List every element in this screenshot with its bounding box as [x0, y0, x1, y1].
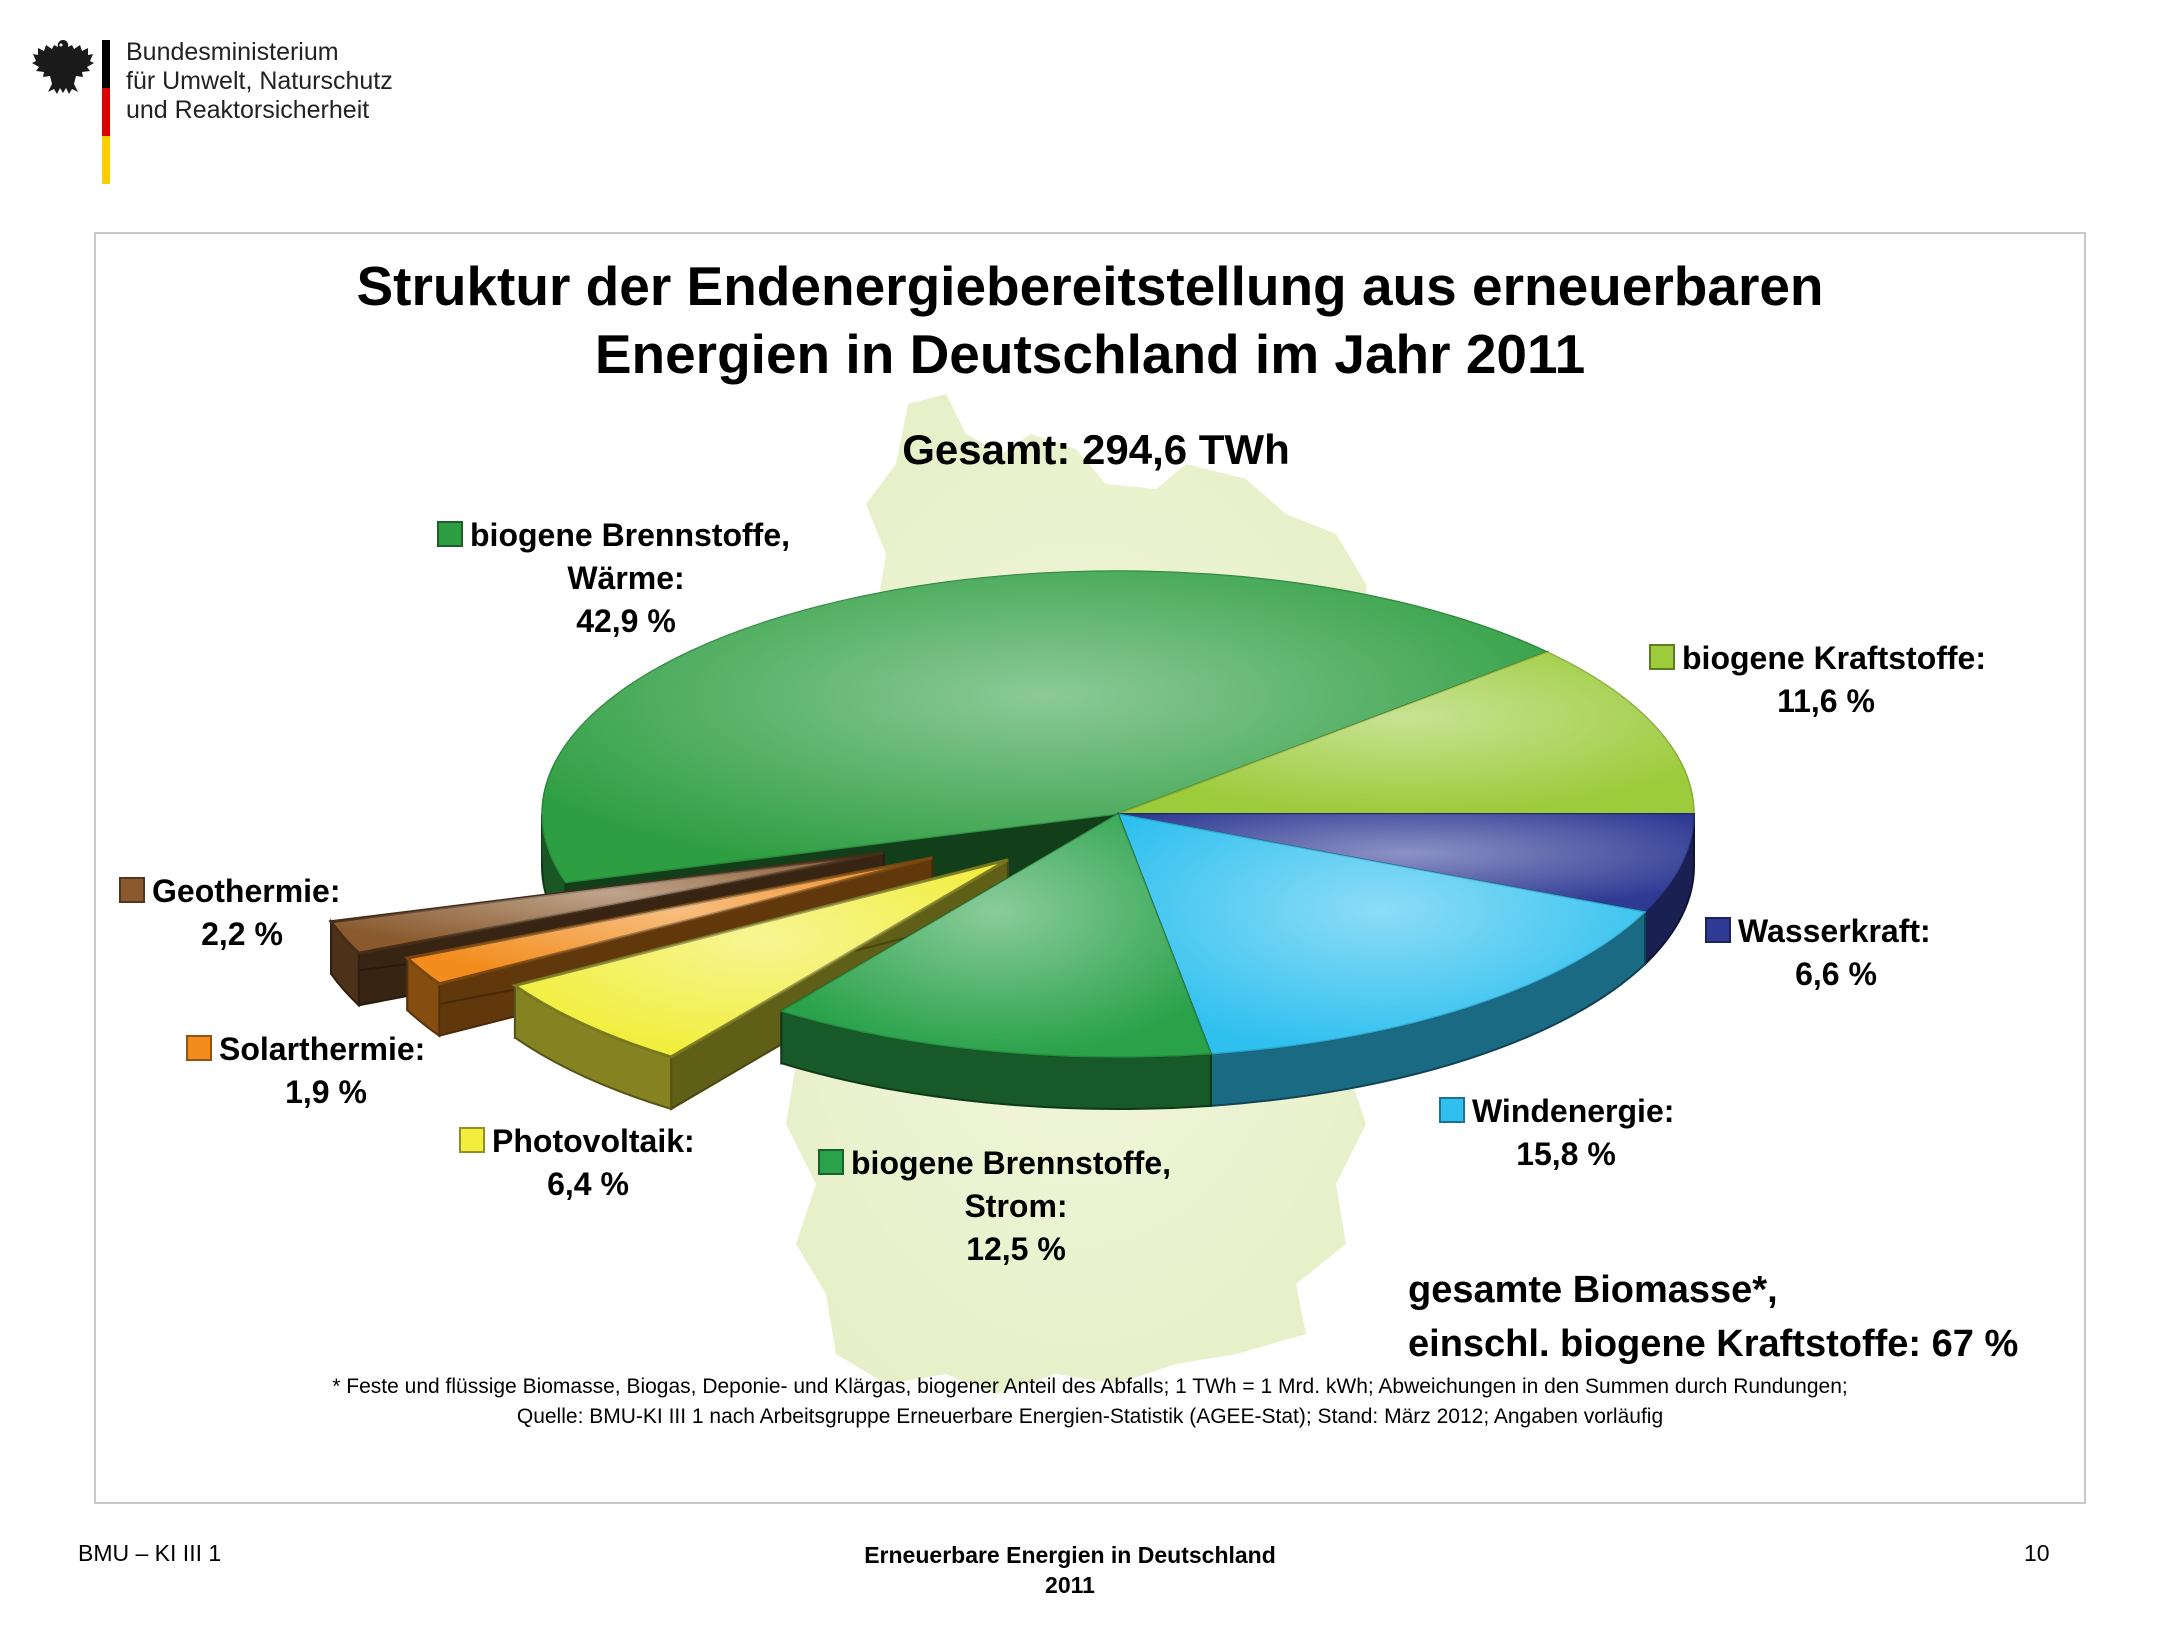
- slice-label-photovoltaik-line-1: Photovoltaik:: [492, 1123, 695, 1159]
- slice-label-biogene-brennstoffe-strom-line-1: biogene Brennstoffe,: [851, 1145, 1171, 1181]
- chart-title-line-2: Energien in Deutschland im Jahr 2011: [594, 323, 1586, 385]
- slice-label-solarthermie-line-1: Solarthermie:: [219, 1031, 425, 1067]
- ministry-logo: Bundesministerium für Umwelt, Naturschut…: [30, 36, 430, 186]
- flag-stripe-black: [102, 40, 110, 88]
- flag-stripe-red: [102, 88, 110, 136]
- footer-title-line-1: Erneuerbare Energien in Deutschland: [864, 1542, 1276, 1568]
- slice-label-wasserkraft: Wasserkraft: 6,6 %: [1705, 913, 1931, 992]
- slice-label-photovoltaik-line-2: 6,4 %: [547, 1166, 629, 1202]
- slice-label-windenergie-line-1: Windenergie:: [1472, 1093, 1674, 1129]
- pie-chart: biogene Brennstoffe,Wärme:42,9 %biogene …: [119, 394, 2018, 1394]
- legend-swatch-biogene-brennstoffe-strom: [818, 1149, 844, 1175]
- slice-label-biogene-kraftstoffe-line-2: 11,6 %: [1777, 683, 1875, 719]
- chart-title-line-1: Struktur der Endenergiebereitstellung au…: [356, 255, 1824, 317]
- pie-slice-windenergie: [1116, 812, 1647, 1107]
- ministry-line-3: und Reaktorsicherheit: [126, 96, 370, 124]
- slice-label-windenergie: Windenergie: 15,8 %: [1439, 1093, 1674, 1172]
- footnote-line-1: * Feste und flüssige Biomasse, Biogas, D…: [332, 1375, 1848, 1398]
- slice-label-biogene-brennstoffe-strom-line-3: 12,5 %: [966, 1231, 1066, 1267]
- page-number: 10: [2024, 1540, 2050, 1566]
- slice-label-solarthermie-line-2: 1,9 %: [285, 1074, 367, 1110]
- legend-swatch-solarthermie: [186, 1035, 212, 1061]
- slice-label-biogene-kraftstoffe: biogene Kraftstoffe: 11,6 %: [1649, 640, 1986, 719]
- slice-label-biogene-kraftstoffe-line-1: biogene Kraftstoffe:: [1682, 640, 1986, 676]
- ministry-name: Bundesministerium für Umwelt, Naturschut…: [126, 38, 393, 125]
- federal-eagle-icon: [32, 40, 94, 94]
- biomass-annotation-line-1: gesamte Biomasse*,: [1408, 1269, 1778, 1311]
- slice-label-windenergie-line-2: 15,8 %: [1516, 1136, 1616, 1172]
- footnote: * Feste und flüssige Biomasse, Biogas, D…: [96, 1372, 2084, 1432]
- legend-swatch-geothermie: [119, 877, 145, 903]
- legend-swatch-photovoltaik: [459, 1127, 485, 1153]
- slice-label-solarthermie: Solarthermie: 1,9 %: [186, 1031, 425, 1110]
- slice-label-biogene-brennstoffe-strom-line-2: Strom:: [964, 1188, 1067, 1224]
- slice-label-geothermie-line-2: 2,2 %: [201, 916, 283, 952]
- slice-label-photovoltaik: Photovoltaik: 6,4 %: [459, 1123, 695, 1202]
- ministry-line-2: für Umwelt, Naturschutz: [126, 67, 393, 95]
- slice-label-geothermie-line-1: Geothermie:: [152, 873, 340, 909]
- slide-frame: Struktur der Endenergiebereitstellung au…: [94, 232, 2086, 1504]
- footer-department: BMU – KI III 1: [78, 1540, 222, 1566]
- legend-swatch-windenergie: [1439, 1097, 1465, 1123]
- slice-label-biogene-brennstoffe-waerme-line-3: 42,9 %: [576, 603, 676, 639]
- chart-subtitle: Gesamt: 294,6 TWh: [902, 426, 1289, 473]
- slice-label-biogene-brennstoffe-waerme-line-1: biogene Brennstoffe,: [470, 517, 790, 553]
- slice-label-wasserkraft-line-1: Wasserkraft:: [1738, 913, 1931, 949]
- slice-label-biogene-brennstoffe-waerme: biogene Brennstoffe, Wärme: 42,9 %: [437, 517, 790, 639]
- german-flag-bar: [102, 40, 110, 184]
- legend-swatch-biogene-brennstoffe-waerme: [437, 521, 463, 547]
- biomass-annotation-line-2: einschl. biogene Kraftstoffe: 67 %: [1408, 1323, 2018, 1365]
- ministry-line-1: Bundesministerium: [126, 38, 339, 66]
- footer-title: Erneuerbare Energien in Deutschland 2011: [760, 1540, 1380, 1600]
- legend-swatch-wasserkraft: [1705, 917, 1731, 943]
- slice-label-wasserkraft-line-2: 6,6 %: [1795, 956, 1877, 992]
- slice-label-biogene-brennstoffe-waerme-line-2: Wärme:: [567, 560, 684, 596]
- flag-stripe-gold: [102, 136, 110, 184]
- footer-title-line-2: 2011: [1045, 1572, 1095, 1598]
- chart-title: Struktur der Endenergiebereitstellung au…: [96, 252, 2084, 388]
- footnote-line-2: Quelle: BMU-KI III 1 nach Arbeitsgruppe …: [516, 1405, 1664, 1428]
- slice-label-geothermie: Geothermie: 2,2 %: [119, 873, 340, 952]
- legend-swatch-biogene-kraftstoffe: [1649, 644, 1675, 670]
- pie-slice-biogene-brennstoffe-strom: [779, 812, 1212, 1110]
- slice-label-biogene-brennstoffe-strom: biogene Brennstoffe, Strom: 12,5 %: [818, 1145, 1171, 1267]
